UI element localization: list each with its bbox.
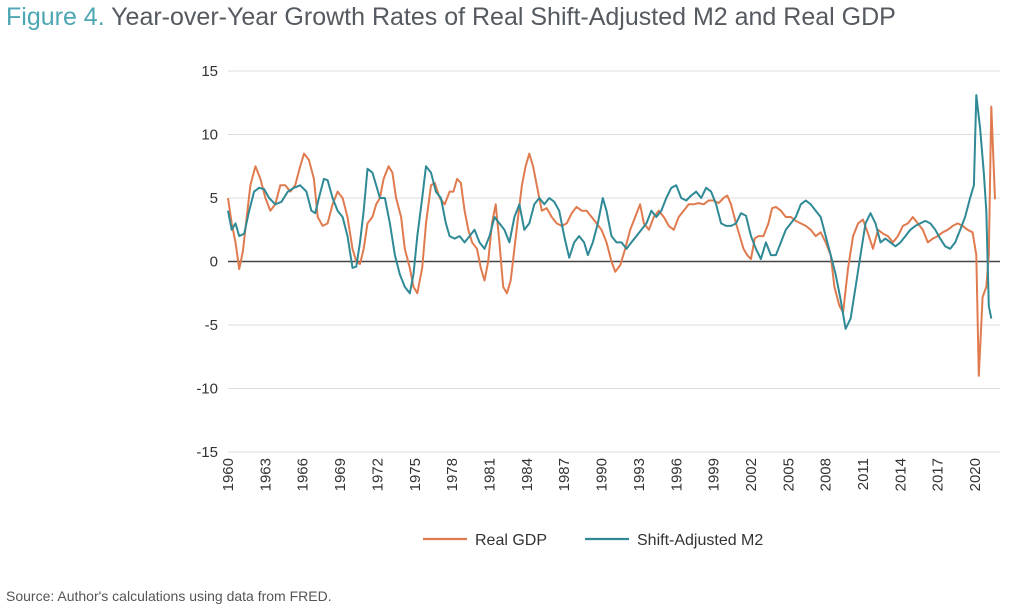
x-tick-label: 2011 — [855, 458, 872, 490]
x-tick-label: 1966 — [295, 458, 312, 491]
x-tick-label: 2005 — [780, 458, 797, 491]
x-tick-label: 2002 — [743, 458, 760, 491]
legend: Real GDP Shift-Adjusted M2 — [423, 532, 763, 549]
x-tick-label: 2014 — [892, 458, 909, 491]
x-tick-label: 1963 — [257, 458, 274, 491]
x-tick-label: 2017 — [930, 458, 947, 491]
y-tick-label: -15 — [196, 444, 218, 461]
source-note: Source: Author's calculations using data… — [6, 588, 332, 604]
x-tick-label: 1981 — [481, 458, 498, 491]
y-tick-label: 10 — [201, 127, 218, 144]
x-tick-label: 1978 — [444, 458, 461, 491]
y-tick-label: 15 — [201, 63, 218, 80]
y-tick-label: 5 — [210, 190, 218, 207]
x-tick-label: 2020 — [967, 458, 984, 491]
figure-title: Figure 4. Year-over-Year Growth Rates of… — [6, 3, 896, 32]
y-tick-label: 0 — [210, 254, 218, 271]
x-tick-label: 2008 — [818, 458, 835, 491]
series-line-shift-adjusted-m2 — [227, 94, 993, 330]
figure-title-text: Year-over-Year Growth Rates of Real Shif… — [111, 3, 896, 31]
x-axis-ticks: 1960 1963 1966 1969 1972 1975 1978 1981 1984 1987… — [220, 458, 984, 491]
x-tick-label: 1996 — [668, 458, 685, 491]
x-tick-label: 1972 — [369, 458, 386, 491]
x-tick-label: 1969 — [332, 458, 349, 491]
y-tick-label: -5 — [205, 317, 218, 334]
x-tick-label: 1975 — [407, 458, 424, 491]
x-tick-label: 1993 — [631, 458, 648, 491]
x-tick-label: 1984 — [519, 458, 536, 491]
x-tick-label: 1987 — [556, 458, 573, 491]
x-tick-label: 1999 — [706, 458, 723, 491]
legend-label-real-gdp: Real GDP — [475, 532, 547, 549]
y-axis-ticks: 15 10 5 0 -5 -10 -15 — [196, 63, 218, 461]
legend-label-shift-adjusted-m2: Shift-Adjusted M2 — [637, 532, 763, 549]
figure-label: Figure 4. — [6, 3, 105, 31]
x-tick-label: 1960 — [220, 458, 237, 491]
x-tick-label: 1990 — [594, 458, 611, 491]
y-tick-label: -10 — [196, 381, 218, 398]
series-lines — [227, 94, 996, 377]
grid-lines — [228, 70, 1000, 453]
